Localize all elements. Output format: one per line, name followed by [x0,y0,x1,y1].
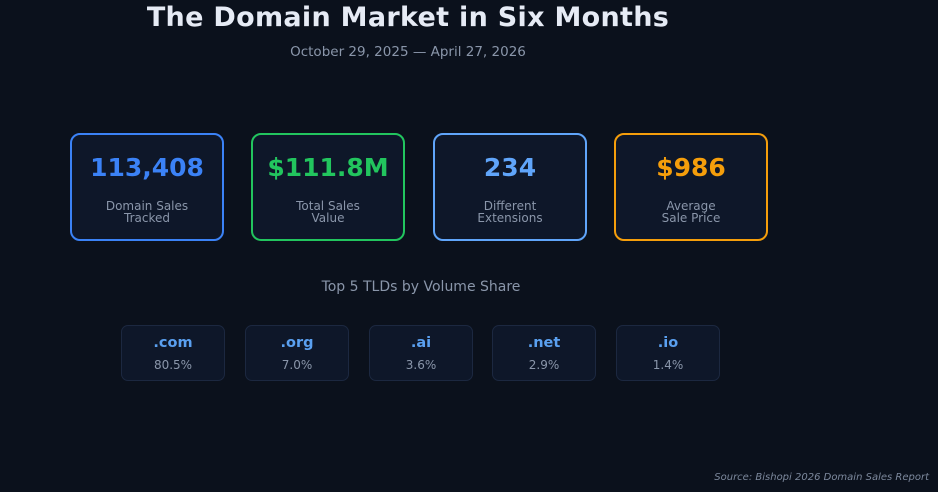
tld-share: 7.0% [281,358,313,372]
kpi-card-average-price: $986 Average Sale Price [614,133,768,241]
tld-name: .org [280,335,314,351]
tld-section-title: Top 5 TLDs by Volume Share [321,279,521,295]
kpi-value: 234 [483,153,537,182]
kpi-value: $111.8M [267,153,389,182]
kpi-value: 113,408 [90,153,204,182]
kpi-label: Total Sales Value [296,199,360,225]
tld-card-io: .io 1.4% [616,325,720,381]
tld-card-ai: .ai 3.6% [369,325,473,381]
tld-share: 2.9% [528,358,560,372]
kpi-card-total-value: $111.8M Total Sales Value [251,133,405,241]
tld-share: 1.4% [652,358,684,372]
tld-share: 80.5% [153,358,193,372]
date-range: October 29, 2025 — April 27, 2026 [290,44,526,60]
tld-card-net: .net 2.9% [492,325,596,381]
tld-card-org: .org 7.0% [245,325,349,381]
page-title: The Domain Market in Six Months [146,2,670,33]
kpi-card-extensions: 234 Different Extensions [433,133,587,241]
tld-card-com: .com 80.5% [121,325,225,381]
kpi-value: $986 [656,153,726,182]
tld-name: .net [527,335,561,351]
kpi-label: Different Extensions [477,199,543,225]
kpi-label: Domain Sales Tracked [105,199,189,225]
tld-name: .com [153,335,193,351]
tld-name: .ai [410,335,432,351]
kpi-card-domain-sales: 113,408 Domain Sales Tracked [70,133,224,241]
source-note: Source: Bishopi 2026 Domain Sales Report [714,472,929,483]
tld-name: .io [657,335,679,351]
tld-share: 3.6% [405,358,437,372]
kpi-label: Average Sale Price [661,199,721,225]
